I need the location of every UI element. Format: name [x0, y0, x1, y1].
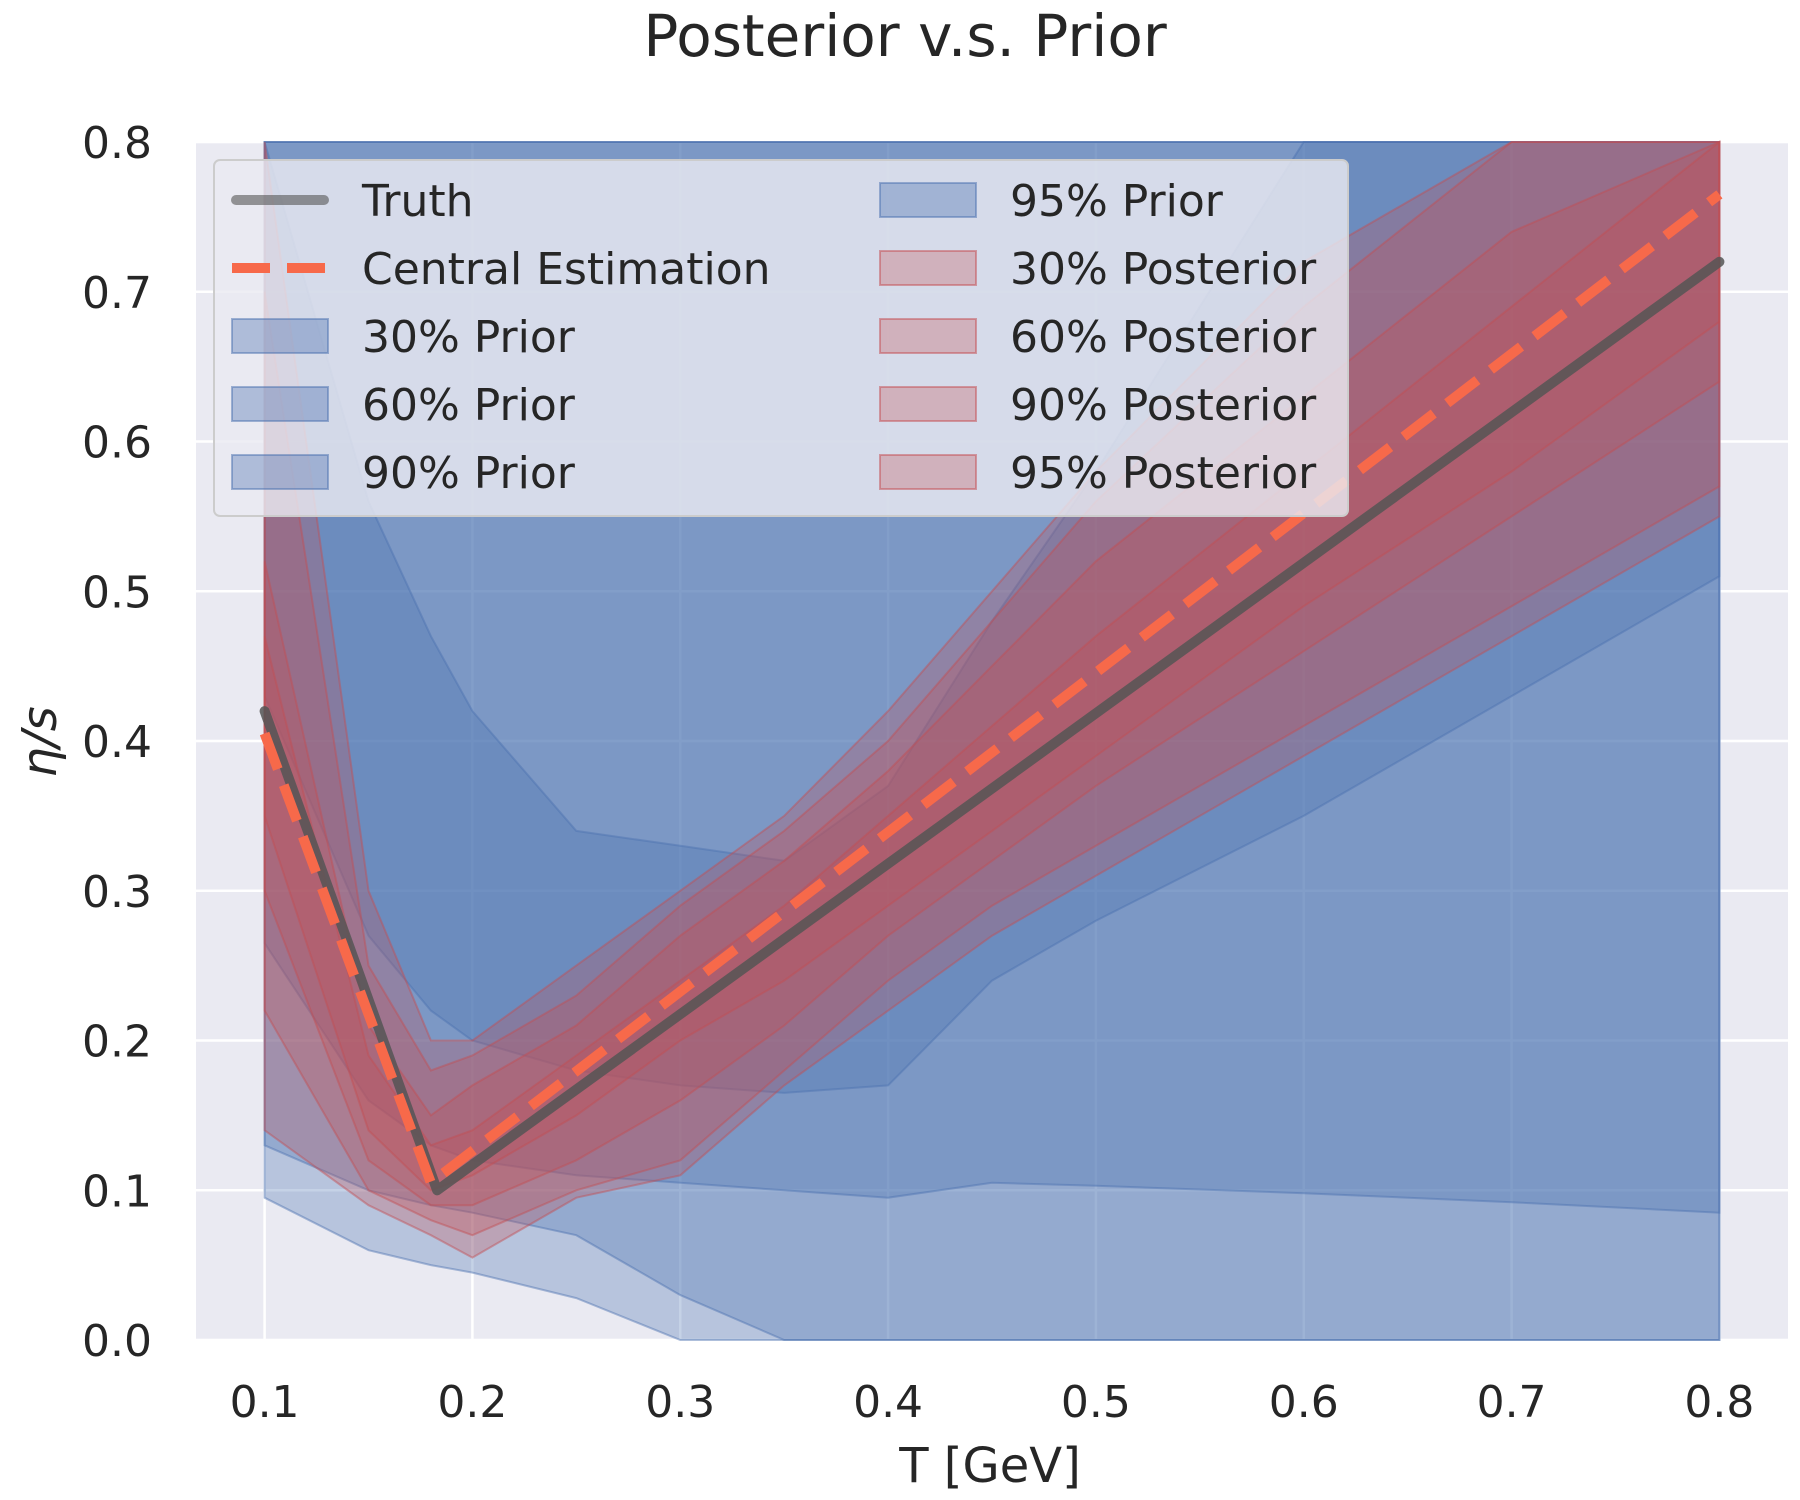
y-tick-label: 0.4	[82, 717, 152, 768]
chart-title: Posterior v.s. Prior	[643, 2, 1167, 70]
y-tick-label: 0.6	[82, 418, 152, 469]
y-tick-label: 0.7	[82, 268, 152, 319]
legend-label: Central Estimation	[362, 244, 771, 295]
legend-handle-patch	[879, 250, 977, 286]
y-tick-label: 0.2	[82, 1017, 152, 1068]
y-tick-label: 0.5	[82, 567, 152, 618]
legend-label: 30% Prior	[362, 312, 576, 363]
x-tick-label: 0.1	[230, 1377, 300, 1428]
legend-label: 90% Posterior	[1010, 380, 1317, 431]
central-estimation-line	[259, 190, 1723, 1188]
legend-handle-patch	[879, 318, 977, 354]
truth-line	[259, 256, 1725, 1196]
legend-label: Truth	[361, 176, 474, 227]
legend-handle-patch	[879, 454, 977, 490]
legend-label: 95% Posterior	[1010, 448, 1317, 499]
x-tick-label: 0.5	[1061, 1377, 1131, 1428]
band-90-posterior	[263, 141, 1721, 1237]
y-tick-label: 0.1	[82, 1166, 152, 1217]
band-30-posterior	[263, 139, 1721, 1192]
x-tick-label: 0.4	[853, 1377, 923, 1428]
x-tick-label: 0.8	[1684, 1377, 1754, 1428]
legend-handle-patch	[231, 318, 329, 354]
y-axis-ticks: 0.0 0.1 0.2 0.3 0.4 0.5 0.6 0.7 0.8	[82, 118, 152, 1367]
x-tick-label: 0.3	[645, 1377, 715, 1428]
legend-handle-patch	[231, 386, 329, 422]
legend-handle-patch	[879, 386, 977, 422]
band-30-prior	[263, 141, 1721, 1094]
x-tick-label: 0.6	[1269, 1377, 1339, 1428]
x-tick-label: 0.7	[1477, 1377, 1547, 1428]
x-tick-label: 0.2	[437, 1377, 507, 1428]
legend-handle-patch	[879, 182, 977, 218]
legend-label: 30% Posterior	[1010, 244, 1317, 295]
legend-handle-patch	[231, 454, 329, 490]
legend-label: 60% Posterior	[1010, 312, 1317, 363]
y-tick-label: 0.3	[82, 867, 152, 918]
y-tick-label: 0.0	[82, 1316, 152, 1367]
band-95-posterior	[263, 141, 1721, 1259]
y-axis-label: η/s	[12, 706, 68, 778]
legend-label: 60% Prior	[362, 380, 576, 431]
x-axis-label: T [GeV]	[898, 1438, 1081, 1494]
legend: Truth Central Estimation 30% Prior 60% Prio…	[213, 159, 1349, 517]
legend-label: 90% Prior	[362, 448, 576, 499]
x-axis-ticks: 0.1 0.2 0.3 0.4 0.5 0.6 0.7 0.8	[230, 1377, 1755, 1428]
band-60-posterior	[263, 140, 1721, 1207]
legend-frame	[213, 159, 1349, 517]
legend-label: 95% Prior	[1010, 176, 1224, 227]
lines	[259, 190, 1725, 1196]
y-tick-label: 0.8	[82, 118, 152, 169]
